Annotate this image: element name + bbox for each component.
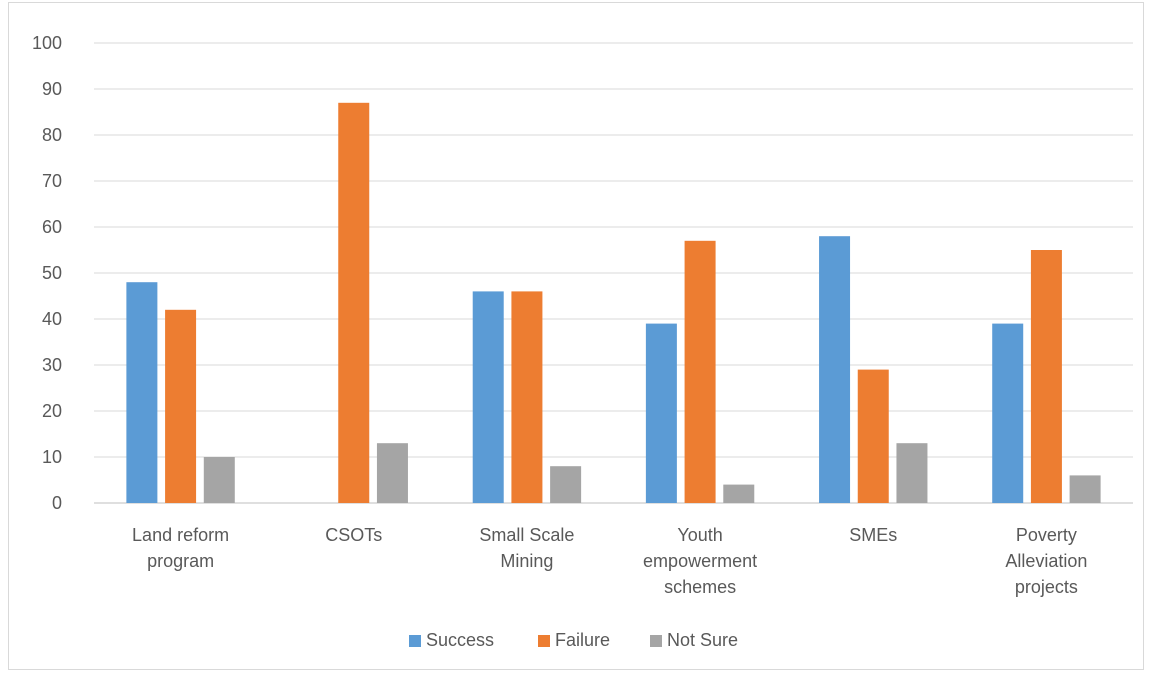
bar-failure (857, 369, 889, 503)
bar-not-sure (550, 466, 582, 503)
x-category-label: CSOTs (325, 525, 382, 545)
bar-success (126, 282, 158, 503)
gridlines (94, 42, 1133, 504)
bar-failure (684, 240, 716, 504)
chart-frame (8, 2, 1144, 670)
bar-failure (511, 291, 543, 503)
x-axis-category-labels: Land reform program CSOTs Small Scale Mining… (132, 525, 1087, 597)
bar-not-sure (203, 457, 235, 503)
y-tick-label: 10 (42, 447, 62, 467)
y-tick-label: 50 (42, 263, 62, 283)
y-tick-label: 80 (42, 125, 62, 145)
y-tick-label: 0 (52, 493, 62, 513)
bar-not-sure (896, 443, 928, 503)
bar-success (819, 236, 851, 503)
bar-not-sure (376, 443, 408, 503)
legend-swatch (538, 635, 550, 647)
bar-success (992, 323, 1024, 503)
bar-not-sure (723, 484, 755, 503)
y-tick-label: 30 (42, 355, 62, 375)
bar-success (472, 291, 504, 503)
y-tick-label: 90 (42, 79, 62, 99)
y-tick-label: 40 (42, 309, 62, 329)
legend-label: Success (426, 630, 494, 650)
bars (126, 102, 1101, 504)
bar-success (645, 323, 677, 503)
x-category-label: Small Scale Mining (479, 525, 574, 571)
legend-swatch (409, 635, 421, 647)
x-category-label: Land reform program (132, 525, 229, 571)
x-category-label: Poverty Alleviation projects (1005, 525, 1087, 597)
y-tick-label: 60 (42, 217, 62, 237)
legend-label: Not Sure (667, 630, 738, 650)
y-axis-tick-labels: 0 10 20 30 40 50 60 70 80 90 100 (32, 33, 62, 513)
x-category-label: SMEs (849, 525, 897, 545)
bar-failure (1030, 250, 1062, 503)
y-tick-label: 100 (32, 33, 62, 53)
legend-label: Failure (555, 630, 610, 650)
bar-failure (165, 309, 197, 503)
legend: Success Failure Not Sure (409, 630, 738, 650)
y-tick-label: 20 (42, 401, 62, 421)
bar-failure (338, 102, 370, 504)
legend-swatch (650, 635, 662, 647)
bar-not-sure (1069, 475, 1101, 503)
x-category-label: Youth empowerment schemes (643, 525, 757, 597)
y-tick-label: 70 (42, 171, 62, 191)
